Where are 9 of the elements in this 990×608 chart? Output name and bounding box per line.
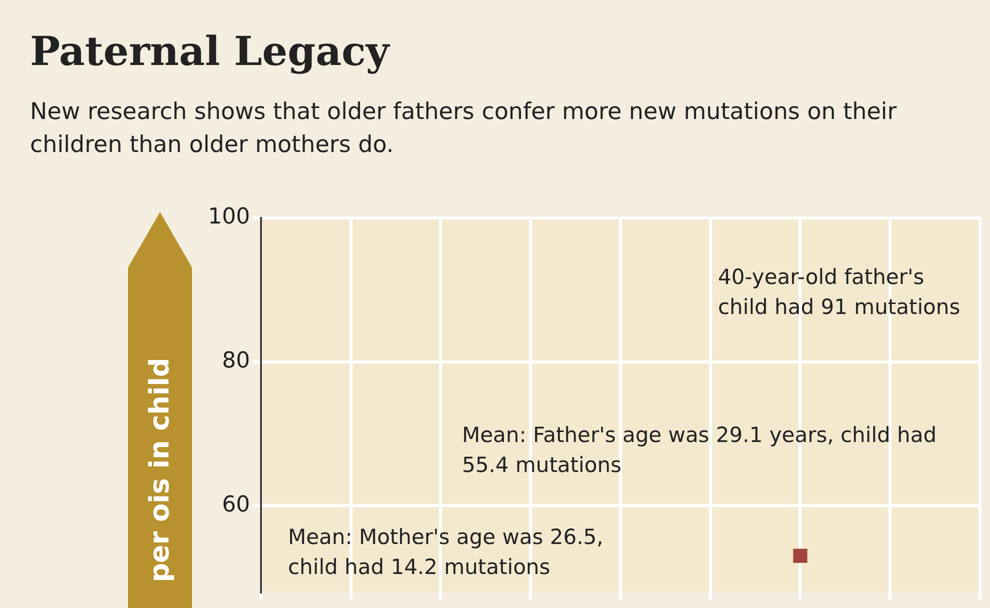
annotation: Mean: Father's age was 29.1 years, child had 55.4 mutations [462, 422, 938, 479]
annotation: 40-year-old father's child had 91 mutations [718, 264, 962, 321]
annotation: Mean: Mother's age was 26.5, child had 14.2 mutations [288, 524, 604, 581]
y-tick-label: 100 [208, 204, 250, 230]
y-axis-title: per ois in child [144, 358, 176, 582]
y-tick-label: 60 [222, 492, 250, 518]
y-tick-label: 80 [222, 348, 250, 374]
chart-subtitle: New research shows that older fathers confer more new mutations on their children than older mothers do. [30, 98, 898, 160]
chart-title: Paternal Legacy [30, 28, 390, 75]
